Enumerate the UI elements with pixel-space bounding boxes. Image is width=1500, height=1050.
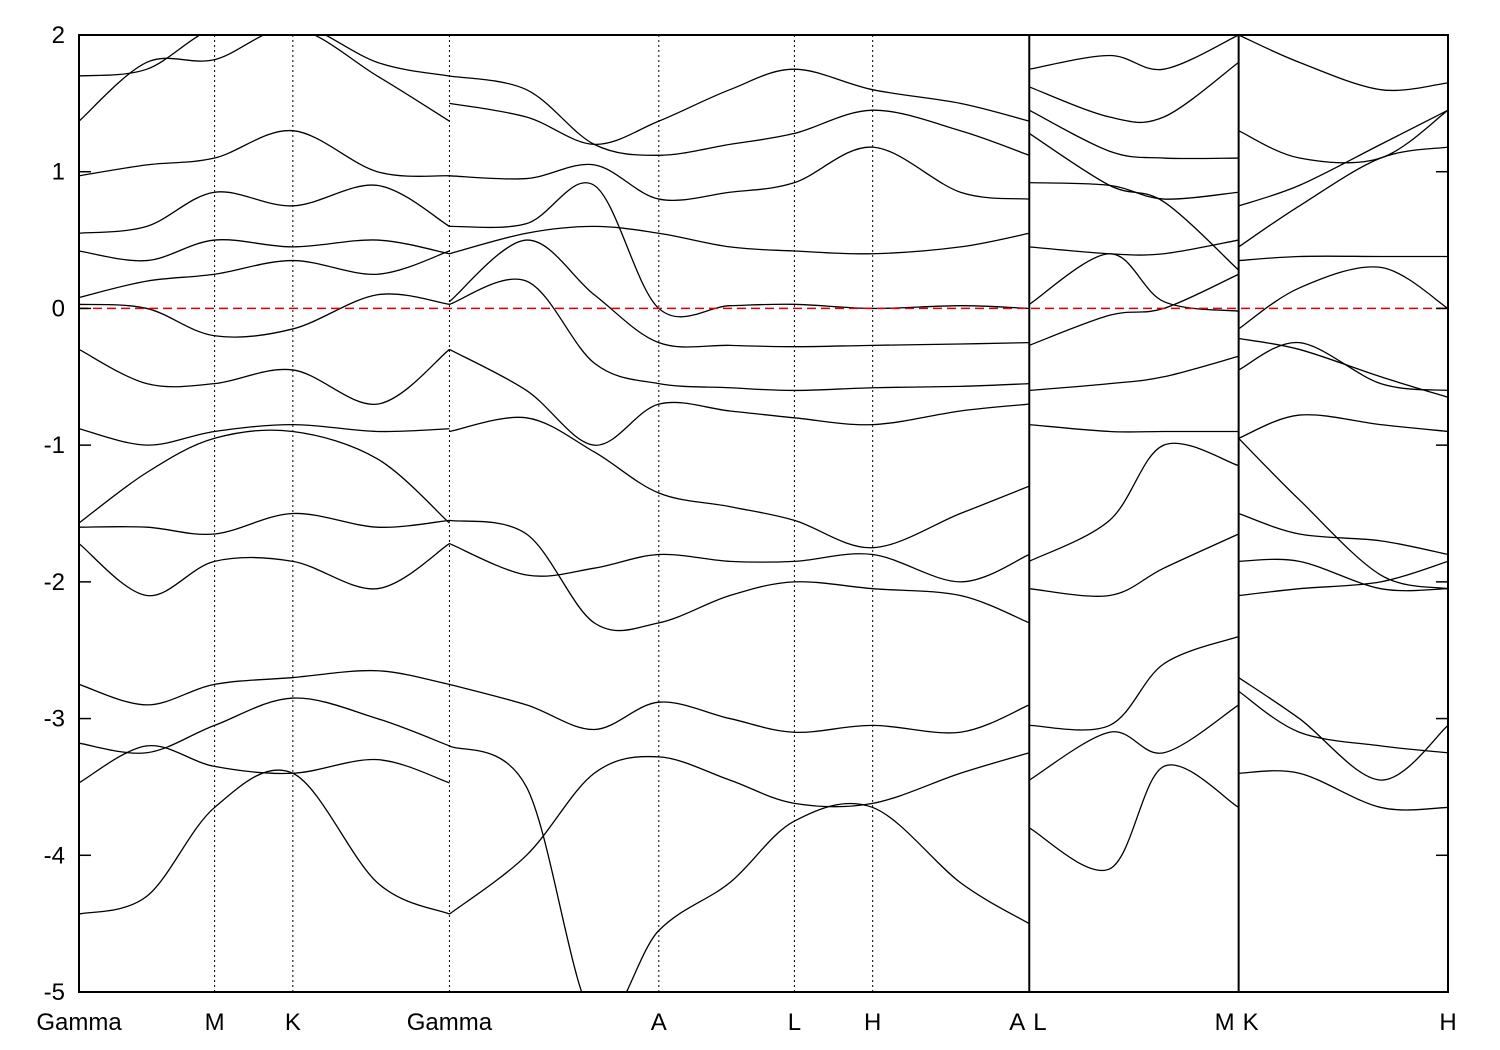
band-line-35 <box>1029 423 1239 433</box>
band-line-23 <box>449 278 1030 392</box>
band-line-59 <box>1238 109 1448 164</box>
band-line-24 <box>449 239 1030 348</box>
band-line-3 <box>79 669 450 706</box>
band-line-18 <box>449 683 1030 734</box>
band-line-0 <box>79 769 450 915</box>
band-line-7 <box>79 423 450 446</box>
y-tick-label: -3 <box>44 706 65 733</box>
y-tick-label: 2 <box>52 22 65 49</box>
band-line-17 <box>449 745 1030 992</box>
symmetry-lines <box>214 35 1240 992</box>
band-line-53 <box>1238 341 1448 392</box>
band-line-19 <box>449 542 1030 583</box>
band-line-41 <box>1028 132 1240 271</box>
y-tick-label: -1 <box>44 432 65 459</box>
band-line-13 <box>79 130 450 177</box>
x-tick-label-h: H <box>1439 1009 1456 1036</box>
band-line-8 <box>79 348 450 405</box>
x-axis-ticks: Gamma M K Gamma A L H A L M K H <box>36 1009 1456 1036</box>
y-tick-label: -2 <box>44 569 65 596</box>
band-line-48 <box>1238 560 1448 597</box>
band-line-20 <box>449 519 1030 632</box>
band-line-10 <box>79 250 450 299</box>
band-line-30 <box>1028 764 1239 872</box>
x-tick-label-a: A <box>651 1009 667 1036</box>
band-line-6 <box>79 429 450 524</box>
x-tick-label-k: K <box>1243 1009 1259 1036</box>
band-line-58 <box>1238 109 1448 207</box>
x-tick-label-gamma: Gamma <box>36 1009 122 1036</box>
band-line-29 <box>449 75 1030 156</box>
band-line-56 <box>1238 255 1448 262</box>
x-tick-label-h: H <box>864 1009 881 1036</box>
band-line-16 <box>449 752 1030 915</box>
x-tick-label-m: M <box>1215 1009 1235 1036</box>
band-line-14 <box>79 35 450 122</box>
band-line-45 <box>1238 770 1448 811</box>
band-line-42 <box>1028 109 1239 160</box>
band-line-11 <box>79 239 450 262</box>
x-tick-label-a: A <box>1009 1009 1025 1036</box>
band-line-2 <box>79 697 450 754</box>
band-line-26 <box>449 182 1030 318</box>
band-line-31 <box>1028 704 1239 781</box>
band-line-39 <box>1029 239 1239 256</box>
band-line-49 <box>1238 558 1448 592</box>
band-line-36 <box>1029 355 1239 392</box>
band-line-55 <box>1238 266 1448 330</box>
y-tick-label: -4 <box>44 842 65 869</box>
band-line-34 <box>1028 442 1239 562</box>
band-line-25 <box>449 225 1030 255</box>
x-tick-label-l: L <box>1033 1009 1046 1036</box>
band-line-52 <box>1238 414 1448 439</box>
band-line-38 <box>1028 253 1239 312</box>
band-line-9 <box>79 293 450 338</box>
band-line-22 <box>449 348 1030 446</box>
band-line-1 <box>79 745 450 784</box>
band-curves <box>79 35 1448 992</box>
band-line-32 <box>1029 635 1239 731</box>
band-line-60 <box>1238 35 1448 92</box>
x-tick-label-gamma: Gamma <box>407 1009 493 1036</box>
y-tick-label: 0 <box>52 295 65 322</box>
band-line-37 <box>1029 273 1239 346</box>
band-line-54 <box>1238 337 1448 398</box>
band-line-43 <box>1029 61 1240 124</box>
y-axis-ticks: 2 1 0 -1 -2 -3 -4 -5 <box>44 22 1448 1006</box>
band-line-5 <box>79 512 450 536</box>
band-line-40 <box>1029 182 1239 200</box>
band-line-33 <box>1029 533 1239 597</box>
band-line-4 <box>79 543 450 597</box>
plot-frame-group <box>78 34 1449 993</box>
band-line-51 <box>1238 437 1448 590</box>
band-line-27 <box>449 146 1030 201</box>
band-line-12 <box>79 184 450 234</box>
band-line-47 <box>1238 677 1448 781</box>
band-line-28 <box>449 68 1030 146</box>
band-line-21 <box>449 416 1030 549</box>
x-tick-label-l: L <box>788 1009 801 1036</box>
band-line-57 <box>1238 146 1448 248</box>
y-tick-label: -5 <box>44 979 65 1006</box>
band-line-46 <box>1238 690 1448 754</box>
y-tick-label: 1 <box>52 159 65 186</box>
band-line-50 <box>1238 512 1448 556</box>
band-line-15 <box>79 35 450 77</box>
band-line-44 <box>1029 35 1239 71</box>
x-tick-label-k: K <box>285 1009 301 1036</box>
x-tick-label-m: M <box>205 1009 225 1036</box>
plot-frame <box>78 34 1449 993</box>
